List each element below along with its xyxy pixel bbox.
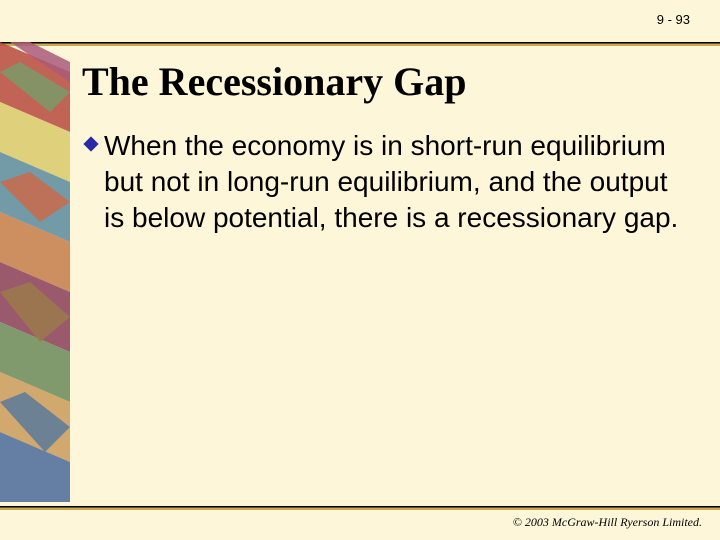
bullet-text: When the economy is in short-run equilib… [104, 128, 690, 235]
page-number: 9 - 93 [657, 12, 690, 27]
copyright-text: © 2003 McGraw-Hill Ryerson Limited. [513, 515, 702, 530]
bullet-lead-word: When [104, 130, 177, 161]
slide-title: The Recessionary Gap [82, 60, 690, 104]
sidebar-decoration [0, 42, 70, 502]
bullet-rest: the economy is in short-run equilibrium … [104, 130, 678, 233]
bullet-item: When the economy is in short-run equilib… [82, 128, 690, 235]
bottom-divider [0, 506, 720, 510]
bullet-diamond-icon [82, 135, 100, 153]
top-divider [0, 42, 720, 46]
content-area: The Recessionary Gap When the economy is… [82, 60, 690, 235]
